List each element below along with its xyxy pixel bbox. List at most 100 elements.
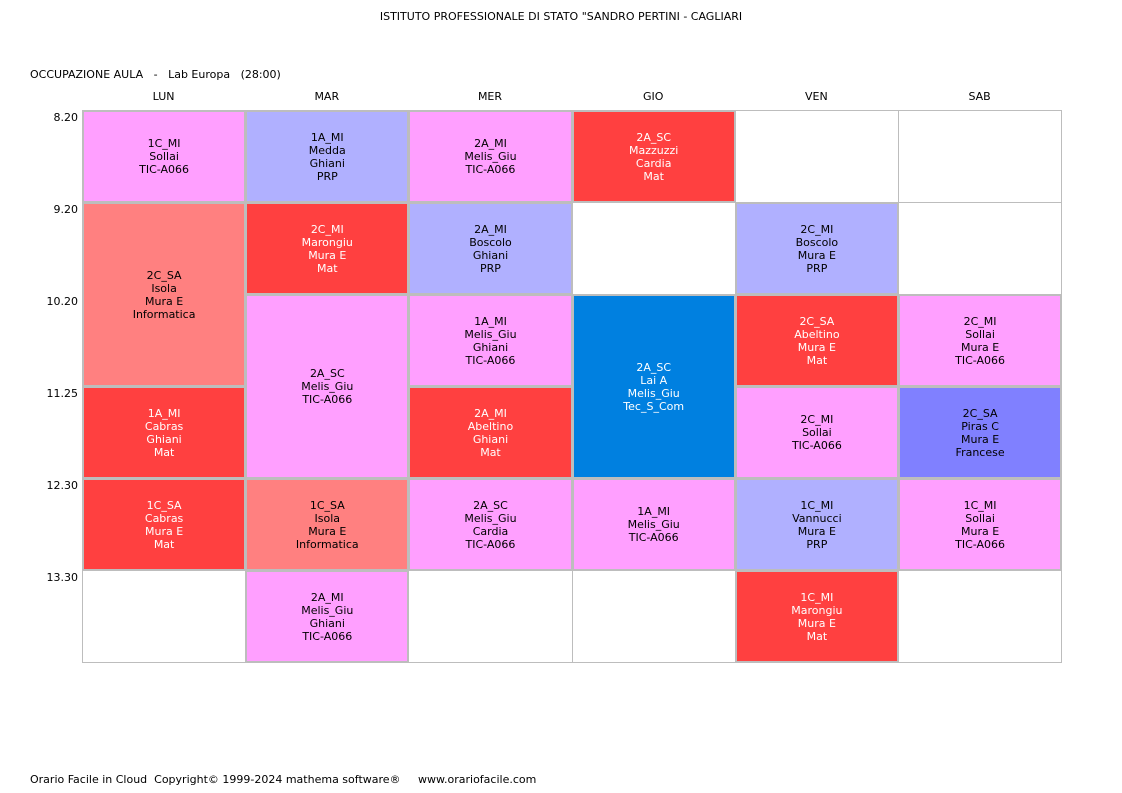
lesson-detail: Mat [643,169,664,183]
empty-slot [734,110,899,203]
lesson-class: 1A_MI [637,505,671,518]
lesson-block[interactable]: 1C_MI Sollai Mura E TIC-A066 [899,479,1062,570]
lesson-detail: Melis_Giu [464,150,517,163]
lesson-detail: Marongiu [791,603,843,617]
lesson-block[interactable]: 2A_SC Melis_Giu TIC-A066 [246,295,409,478]
lesson-detail: Piras C [961,419,999,433]
lesson-detail: Melis_Giu [627,386,680,400]
lesson-block[interactable]: 1A_MI Melis_Giu Ghiani TIC-A066 [409,295,572,386]
lesson-detail: TIC-A066 [302,629,353,643]
lesson-class: 2C_MI [310,222,344,236]
lesson-detail: Sollai [149,150,179,163]
lesson-block[interactable]: 1A_MI Melis_Giu TIC-A066 [572,479,735,570]
lesson-detail: Sollai [965,511,995,525]
lesson-detail: Cabras [144,419,184,433]
time-label: 13.30 [46,571,79,584]
empty-slot [571,570,736,663]
lesson-class: 1A_MI [474,314,507,328]
lesson-detail: Francese [955,445,1005,459]
lesson-detail: Abeltino [794,327,840,341]
lesson-detail: TIC-A066 [955,537,1006,551]
lesson-detail: Melis_Giu [627,518,680,531]
empty-slot [408,570,573,663]
time-label: 8.20 [53,111,79,124]
lesson-detail: PRP [480,261,501,275]
lesson-detail: Mura E [961,524,1000,538]
room-occupancy-subtitle: OCCUPAZIONE AULA - Lab Europa (28:00) [30,68,281,81]
lesson-class: 2A_MI [310,590,344,604]
lesson-block[interactable]: 2C_SA Isola Mura E Informatica [83,203,246,386]
lesson-detail: Ghiani [309,616,345,630]
lesson-class: 1C_SA [309,498,345,512]
lesson-detail: Cardia [635,156,672,170]
lesson-block[interactable]: 2C_SA Abeltino Mura E Mat [735,295,898,386]
empty-slot [571,202,736,295]
lesson-detail: TIC-A066 [465,353,516,367]
day-header-ven: VEN [805,90,828,103]
lesson-block[interactable]: 1C_MI Vannucci Mura E PRP [735,479,898,570]
empty-slot [898,570,1063,663]
lesson-class: 2C_MI [963,314,997,328]
lesson-block[interactable]: 2A_MI Abeltino Ghiani Mat [409,387,572,478]
lesson-block[interactable]: 2C_MI Boscolo Mura E PRP [735,203,898,294]
lesson-block[interactable]: 2A_SC Lai A Melis_Giu Tec_S_Com [572,295,735,478]
lesson-detail: Mazzuzzi [629,143,679,157]
lesson-detail: Ghiani [146,432,182,446]
time-label: 9.20 [53,203,79,216]
lesson-detail: Ghiani [472,432,509,446]
lesson-class: 1C_MI [800,590,834,604]
lesson-block[interactable]: 1C_MI Sollai TIC-A066 [83,111,246,202]
lesson-detail: Tec_S_Com [623,399,685,413]
lesson-detail: Mura E [145,294,184,308]
lesson-block[interactable]: 2C_MI Marongiu Mura E Mat [246,203,409,294]
lesson-detail: Boscolo [795,235,839,249]
lesson-detail: Melis_Giu [301,603,354,617]
lesson-detail: TIC-A066 [628,531,679,544]
empty-slot [898,202,1063,295]
lesson-block[interactable]: 1C_MI Marongiu Mura E Mat [735,571,898,662]
lesson-class: 1C_MI [963,498,997,512]
lesson-class: 2A_SC [636,130,672,144]
lesson-detail: Melis_Giu [301,380,354,393]
lesson-detail: Cardia [472,524,509,538]
time-label: 11.25 [46,387,79,400]
empty-slot [898,110,1063,203]
lesson-block[interactable]: 2A_MI Melis_Giu TIC-A066 [409,111,572,202]
lesson-detail: Abeltino [467,419,514,433]
lesson-detail: TIC-A066 [955,353,1006,367]
lesson-detail: Mura E [308,248,347,262]
lesson-block[interactable]: 2C_SA Piras C Mura E Francese [899,387,1062,478]
lesson-block[interactable]: 2A_SC Melis_Giu Cardia TIC-A066 [409,479,572,570]
lesson-block[interactable]: 2A_SC Mazzuzzi Cardia Mat [572,111,735,202]
lesson-block[interactable]: 2C_MI Sollai Mura E TIC-A066 [899,295,1062,386]
lesson-detail: Mat [153,445,175,459]
lesson-block[interactable]: 2A_MI Boscolo Ghiani PRP [409,203,572,294]
lesson-detail: TIC-A066 [465,163,516,176]
empty-slot [82,570,247,663]
lesson-block[interactable]: 1A_MI Medda Ghiani PRP [246,111,409,202]
lesson-detail: Ghiani [472,340,509,354]
lesson-class: 2C_SA [146,268,182,282]
time-label: 10.20 [46,295,79,308]
lesson-block[interactable]: 1C_SA Cabras Mura E Mat [83,479,246,570]
lesson-block[interactable]: 2A_MI Melis_Giu Ghiani TIC-A066 [246,571,409,662]
time-label: 12.30 [46,479,79,492]
lesson-block[interactable]: 1C_SA Isola Mura E Informatica [246,479,409,570]
lesson-detail: Mat [806,629,828,643]
lesson-detail: Mura E [797,248,836,262]
lesson-detail: Ghiani [472,248,509,262]
school-title: ISTITUTO PROFESSIONALE DI STATO "SANDRO … [379,10,743,23]
lesson-class: 2A_MI [474,137,507,150]
lesson-detail: Cabras [144,511,184,525]
day-header-lun: LUN [152,90,175,103]
lesson-block[interactable]: 1A_MI Cabras Ghiani Mat [83,387,246,478]
lesson-detail: Mura E [797,616,836,630]
lesson-detail: Mura E [797,524,836,538]
lesson-detail: PRP [316,169,338,183]
lesson-block[interactable]: 2C_MI Sollai TIC-A066 [735,387,898,478]
lesson-detail: TIC-A066 [139,163,190,176]
lesson-class: 1C_MI [800,498,834,512]
lesson-class: 2A_MI [474,222,507,236]
lesson-detail: Boscolo [469,235,512,249]
lesson-detail: TIC-A066 [791,439,842,452]
